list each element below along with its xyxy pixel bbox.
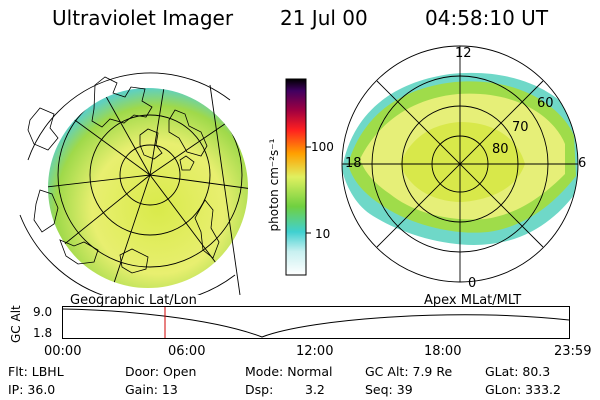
- image-time: 04:58:10 UT: [425, 6, 549, 30]
- altitude-ytick-9: 9.0: [33, 305, 53, 319]
- earth-disk: [48, 88, 248, 288]
- mlt-label-0: 0: [468, 276, 477, 291]
- time-tick-1800: 18:00: [424, 344, 462, 359]
- mlt-label-6: 6: [578, 156, 587, 171]
- altitude-ytick-1: 1.8: [33, 326, 53, 340]
- gain-info: Gain: 13: [125, 382, 178, 397]
- gc-alt-info: GC Alt: 7.9 Re: [365, 364, 453, 379]
- mlat-label-60: 60: [537, 96, 554, 111]
- ip-info: IP: 36.0: [8, 382, 56, 397]
- time-tick-1200: 12:00: [296, 344, 334, 359]
- mlt-label-18: 18: [345, 156, 362, 171]
- mlat-label-80: 80: [492, 142, 509, 157]
- instrument-title: Ultraviolet Imager: [52, 6, 234, 30]
- altitude-curve: [62, 308, 570, 338]
- left-panel-title: Geographic Lat/Lon: [70, 293, 197, 308]
- altitude-axis-label: GC Alt: [9, 305, 23, 343]
- dsp-label: Dsp:: [245, 382, 274, 397]
- time-tick-0600: 06:00: [168, 344, 206, 359]
- dsp-value: 3.2: [305, 382, 325, 397]
- mlat-label-70: 70: [512, 120, 529, 135]
- mlat-grid: [341, 45, 579, 283]
- colorbar-scale: [285, 78, 307, 276]
- glon-info: GLon: 333.2: [485, 382, 561, 397]
- altitude-strip-plot: [62, 306, 570, 339]
- polar-plot: [341, 45, 579, 283]
- door-info: Door: Open: [125, 364, 197, 379]
- right-panel-title: Apex MLat/MLT: [424, 293, 522, 308]
- colorbar-tick-100: 100: [311, 140, 334, 154]
- image-date: 21 Jul 00: [280, 6, 368, 30]
- filter-info: Flt: LBHL: [8, 364, 64, 379]
- mode-info: Mode: Normal: [245, 364, 333, 379]
- colorbar: [285, 78, 311, 276]
- colorbar-tick-10: 10: [315, 227, 331, 241]
- mlt-label-12: 12: [455, 46, 472, 61]
- auroral-oval: [342, 72, 578, 245]
- time-tick-2359: 23:59: [554, 344, 592, 359]
- geographic-image: [19, 72, 248, 295]
- seq-info: Seq: 39: [365, 382, 413, 397]
- coastlines: [27, 76, 220, 274]
- glat-info: GLat: 80.3: [485, 364, 551, 379]
- colorbar-unit-label: photon cm⁻²s⁻¹: [267, 138, 281, 232]
- time-tick-0000: 00:00: [44, 344, 82, 359]
